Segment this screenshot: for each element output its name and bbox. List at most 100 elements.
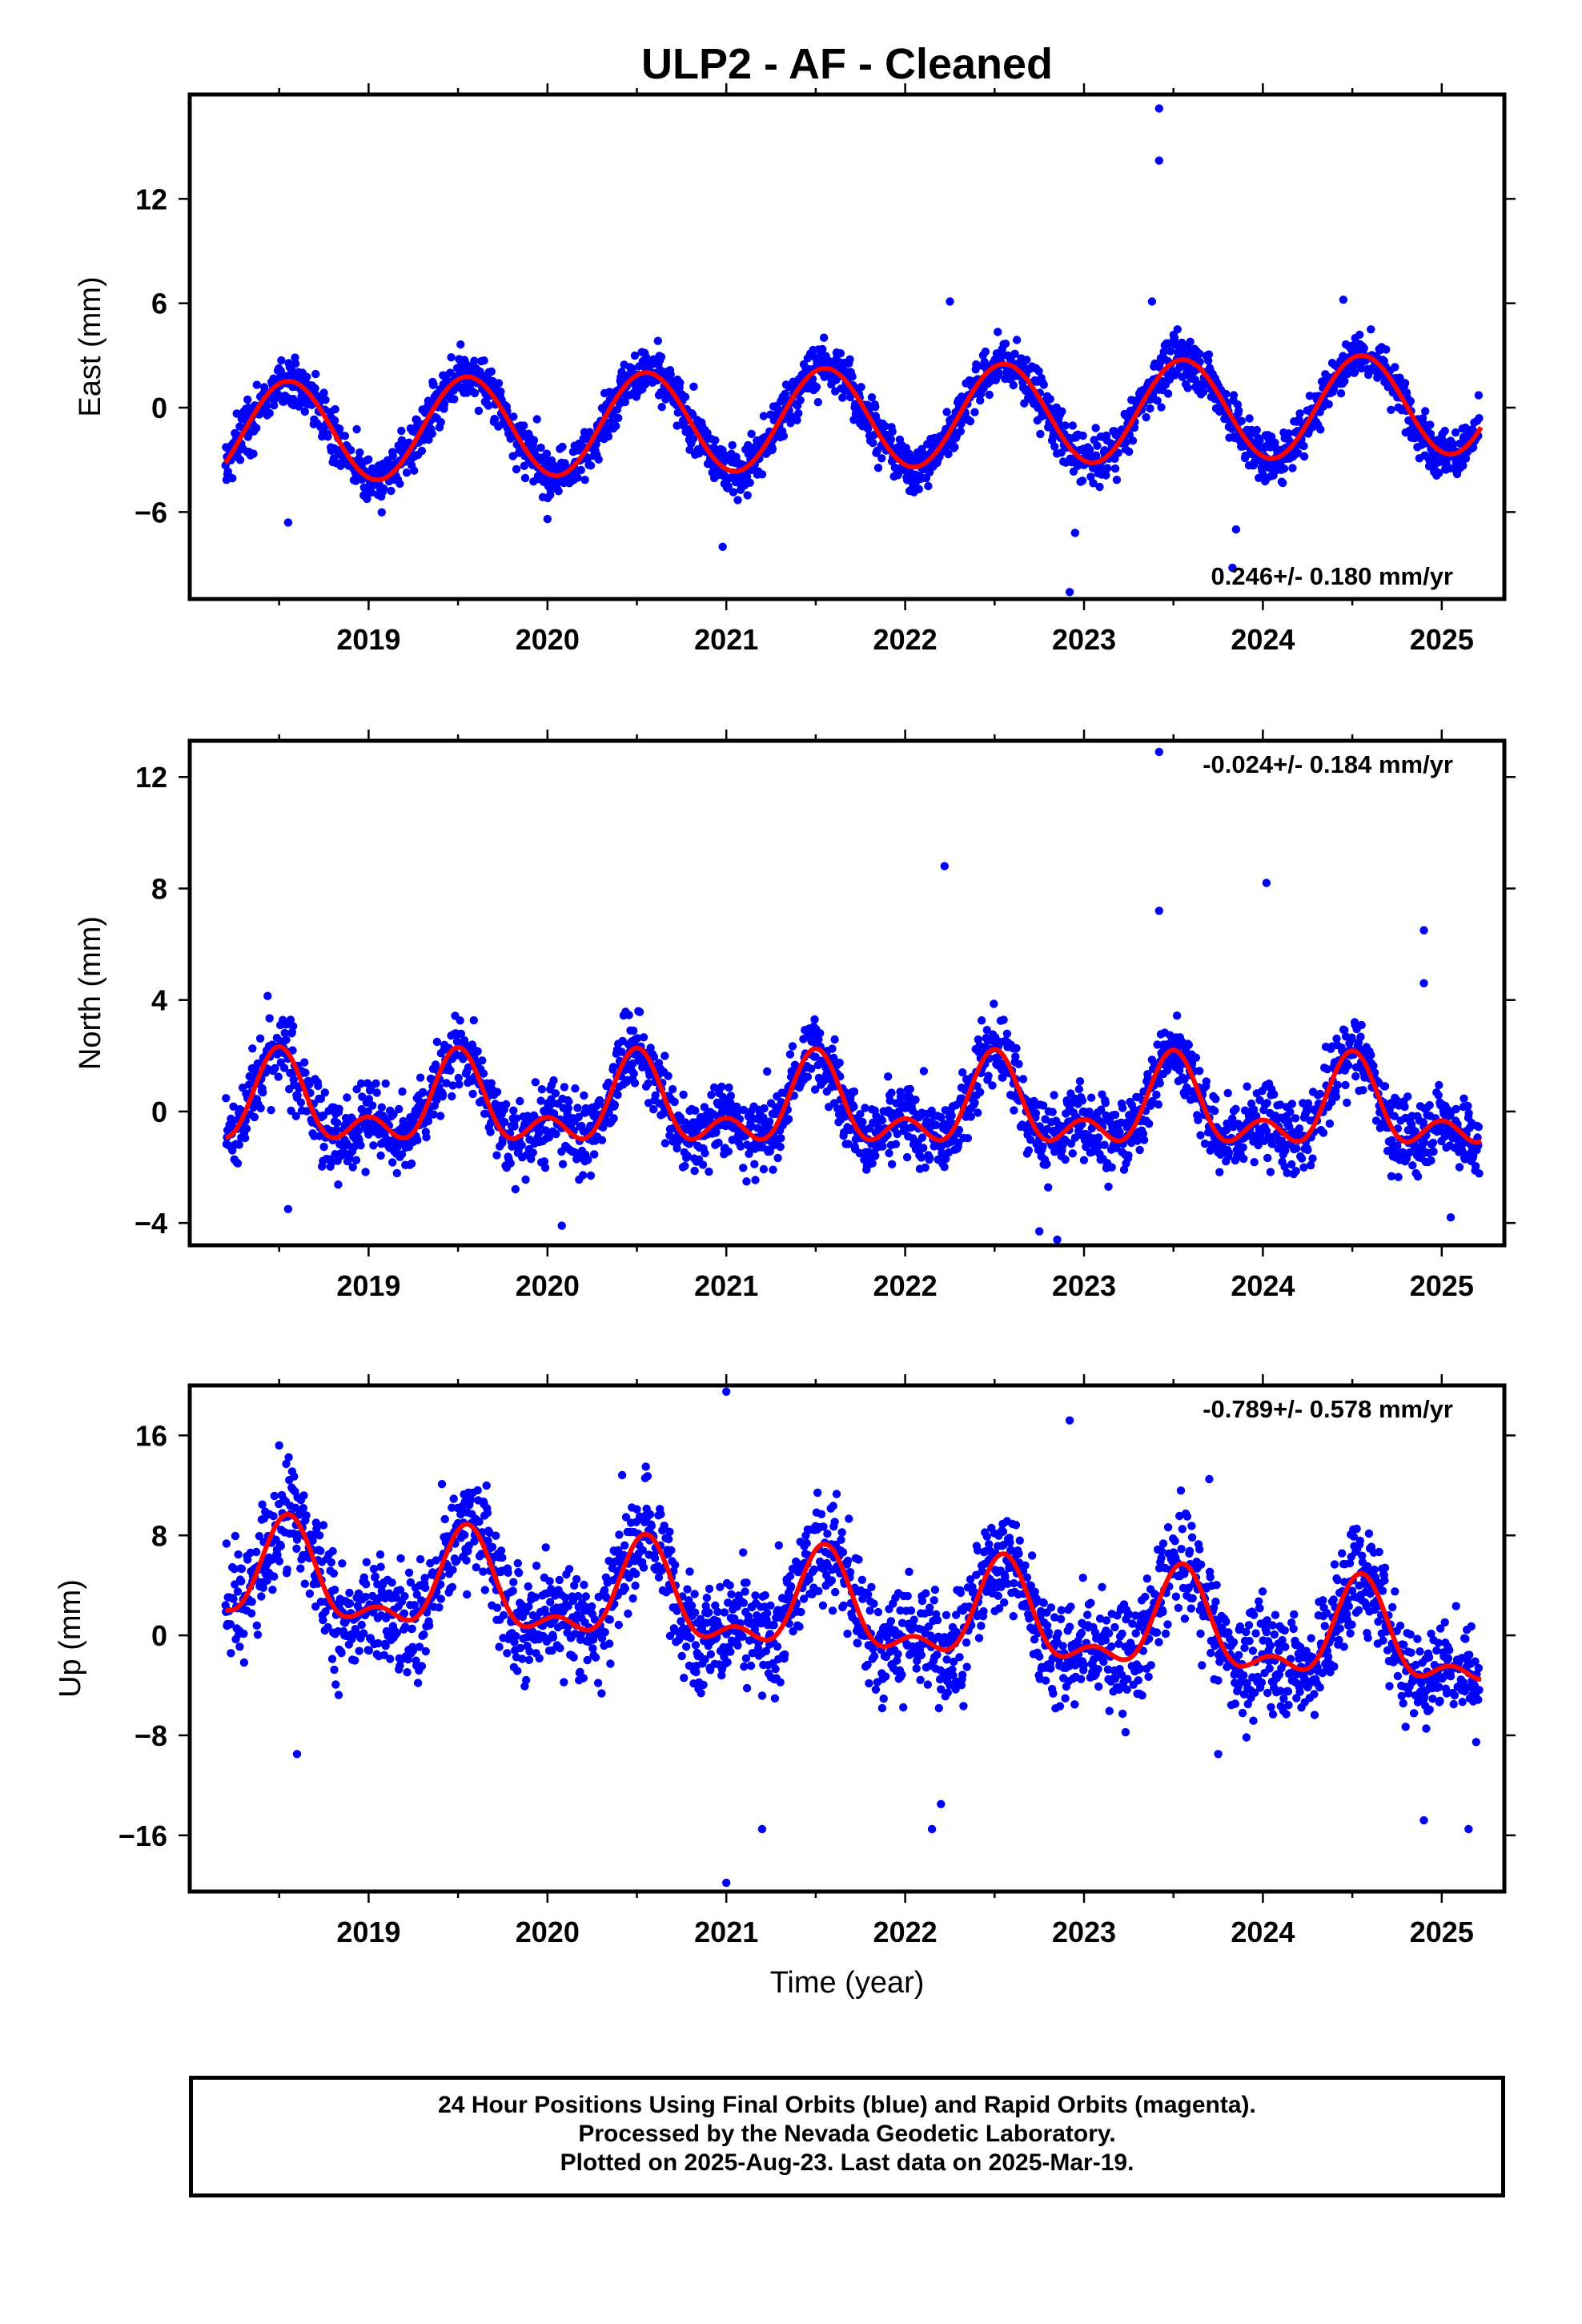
up-point <box>416 1554 425 1564</box>
east-point <box>1001 340 1010 348</box>
east-point <box>396 479 404 489</box>
up-point <box>357 1620 366 1630</box>
east-point <box>1299 441 1308 451</box>
east-point <box>1459 461 1468 470</box>
east-point <box>1336 389 1346 398</box>
north-point <box>765 1147 774 1156</box>
north-point <box>1425 1100 1434 1110</box>
east-point <box>994 368 1003 377</box>
east-point <box>1461 454 1471 463</box>
north-point <box>644 1079 652 1088</box>
north-point <box>807 1064 816 1073</box>
east-point <box>871 402 880 412</box>
north-point <box>849 1087 859 1096</box>
north-point <box>548 1099 556 1108</box>
up-point <box>319 1521 328 1530</box>
north-point <box>540 1164 550 1172</box>
up-point <box>299 1504 308 1513</box>
east-point <box>417 446 427 456</box>
east-point <box>1093 441 1102 450</box>
north-point <box>222 1094 231 1103</box>
east-x-tick-label: 2020 <box>516 623 580 656</box>
east-point <box>1235 406 1243 415</box>
north-point <box>887 1088 896 1097</box>
up-point <box>420 1630 428 1639</box>
north-outlier-point <box>1419 979 1428 988</box>
north-point <box>332 1119 342 1128</box>
north-point <box>835 1058 844 1068</box>
east-point <box>520 461 528 470</box>
north-point <box>361 1168 370 1176</box>
east-point <box>612 421 620 431</box>
north-point <box>1394 1172 1403 1182</box>
north-point <box>709 1083 719 1092</box>
north-point <box>940 1163 949 1172</box>
east-point <box>1012 336 1022 344</box>
north-point <box>1101 1099 1110 1108</box>
east-x-tick-label: 2022 <box>873 623 938 656</box>
up-point <box>327 1655 337 1663</box>
north-point <box>698 1160 708 1169</box>
east-point <box>653 336 662 345</box>
north-point <box>540 1157 549 1166</box>
north-point <box>1308 1154 1317 1163</box>
east-point <box>235 456 245 464</box>
north-point <box>707 1091 716 1100</box>
up-point <box>413 1679 423 1687</box>
north-point <box>571 1084 580 1093</box>
north-point <box>1086 1093 1096 1102</box>
north-point <box>668 1084 677 1094</box>
north-point <box>549 1076 558 1085</box>
north-point <box>1154 1100 1163 1109</box>
north-point <box>288 1046 297 1055</box>
east-point <box>331 404 339 414</box>
north-point <box>527 1155 536 1164</box>
north-point <box>977 1016 986 1025</box>
north-point <box>760 1104 769 1113</box>
east-point <box>397 426 406 436</box>
north-point <box>473 1047 482 1055</box>
up-point <box>237 1564 247 1574</box>
north-point <box>745 1149 753 1159</box>
east-point <box>311 384 319 393</box>
north-point <box>970 1098 979 1108</box>
east-point <box>542 449 552 458</box>
north-point <box>511 1184 520 1194</box>
east-point <box>496 387 505 396</box>
east-point <box>532 415 541 424</box>
north-point <box>1100 1140 1109 1149</box>
east-point <box>869 438 877 448</box>
north-point <box>1452 1104 1460 1114</box>
east-point <box>436 418 445 427</box>
north-point <box>1303 1145 1312 1155</box>
north-x-tick-label: 2025 <box>1410 1269 1474 1302</box>
east-point <box>1036 429 1045 439</box>
east-point <box>288 395 298 404</box>
north-point <box>271 1063 279 1073</box>
north-point <box>1191 1053 1201 1062</box>
north-point <box>516 1096 524 1106</box>
north-point <box>296 1098 306 1107</box>
east-point <box>335 424 344 433</box>
east-point <box>323 432 332 441</box>
north-point <box>830 1035 839 1044</box>
north-point <box>552 1129 560 1139</box>
north-point <box>429 1110 438 1119</box>
north-point <box>599 1123 608 1132</box>
east-point <box>536 443 545 452</box>
north-outlier-point <box>1262 879 1271 887</box>
north-point <box>885 1148 893 1158</box>
up-point <box>400 1592 409 1601</box>
east-x-tick-label: 2021 <box>694 623 758 656</box>
north-point <box>293 1091 302 1100</box>
north-point <box>1325 1119 1335 1128</box>
north-point <box>1138 1129 1148 1138</box>
north-point <box>1266 1168 1275 1176</box>
north-point <box>442 1079 451 1088</box>
north-point <box>1270 1090 1279 1099</box>
east-point <box>1122 438 1130 447</box>
north-point <box>919 1067 929 1076</box>
east-point <box>781 389 789 398</box>
north-point <box>1202 1077 1211 1086</box>
